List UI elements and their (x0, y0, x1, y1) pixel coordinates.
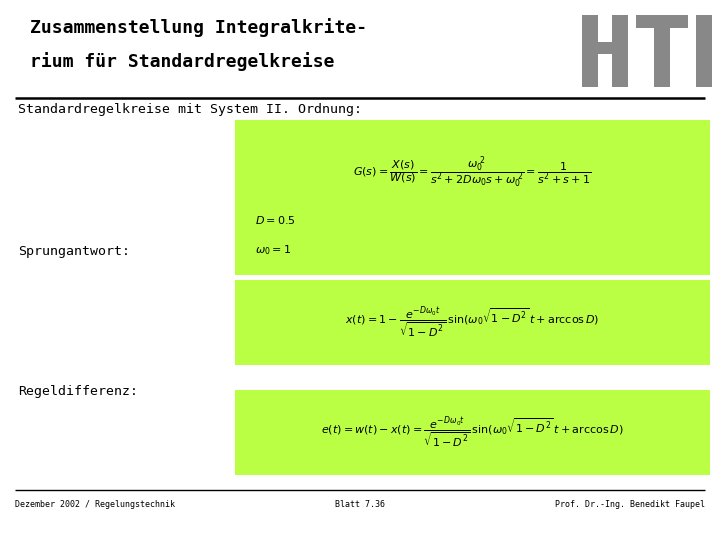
Text: Prof. Dr.-Ing. Benedikt Faupel: Prof. Dr.-Ing. Benedikt Faupel (555, 500, 705, 509)
Text: Sprungantwort:: Sprungantwort: (18, 245, 130, 258)
Bar (235, 390, 710, 475)
Text: $\omega_0 = 1$: $\omega_0 = 1$ (255, 243, 291, 257)
Bar (654, 15, 670, 87)
Text: $e(t) = w(t) - x(t) = \dfrac{e^{-D\omega_0 t}}{\sqrt{1 - D^2}}\,\sin(\omega_0\sq: $e(t) = w(t) - x(t) = \dfrac{e^{-D\omega… (321, 415, 624, 450)
Bar (235, 280, 710, 365)
Bar (235, 120, 710, 275)
Text: Zusammenstellung Integralkrite-: Zusammenstellung Integralkrite- (30, 18, 367, 37)
Text: Standardregelkreise mit System II. Ordnung:: Standardregelkreise mit System II. Ordnu… (18, 103, 362, 116)
Bar (696, 15, 712, 87)
Bar (598, 42, 612, 54)
Bar (636, 15, 688, 28)
Bar (612, 15, 628, 87)
Text: Blatt 7.36: Blatt 7.36 (335, 500, 385, 509)
Text: rium für Standardregelkreise: rium für Standardregelkreise (30, 52, 335, 71)
Text: Dezember 2002 / Regelungstechnik: Dezember 2002 / Regelungstechnik (15, 500, 175, 509)
Text: Regeldifferenz:: Regeldifferenz: (18, 385, 138, 398)
Text: $x(t) = 1 - \dfrac{e^{-D\omega_0 t}}{\sqrt{1 - D^2}}\,\sin(\omega_0\sqrt{1 - D^2: $x(t) = 1 - \dfrac{e^{-D\omega_0 t}}{\sq… (346, 305, 600, 340)
Bar (582, 15, 598, 87)
Text: $D = 0.5$: $D = 0.5$ (255, 214, 296, 226)
Text: $G(s) = \dfrac{X(s)}{W(s)} = \dfrac{\omega_0^{\;2}}{s^2 + 2D\omega_0 s + \omega_: $G(s) = \dfrac{X(s)}{W(s)} = \dfrac{\ome… (354, 154, 592, 190)
